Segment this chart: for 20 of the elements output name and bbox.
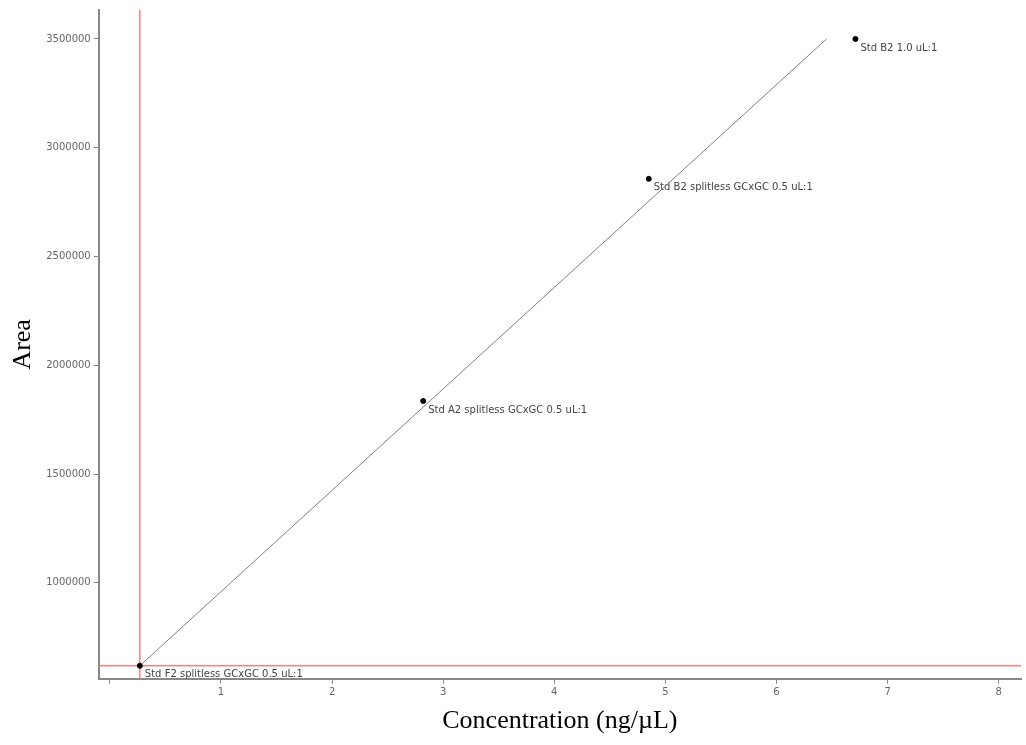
x-tick-label: 3: [440, 686, 447, 698]
x-tick-label: 2: [328, 686, 336, 698]
x-axis-title: Concentration (ng/µL): [442, 705, 678, 735]
x-tick-label: 6: [773, 686, 780, 698]
y-tick-label: 1500000: [46, 467, 91, 479]
y-tick-label: 3500000: [46, 32, 91, 44]
x-tick-label: 5: [662, 686, 669, 698]
x-tick-label: 4: [551, 686, 558, 698]
annotation: Std B2 splitless GCxGC 0.5 uL:1: [653, 181, 813, 193]
x-tick-label: 8: [995, 686, 1002, 698]
annotation: Std B2 1.0 uL:1: [860, 41, 938, 53]
annotation: Std A2 splitless GCxGC 0.5 uL:1: [428, 403, 588, 415]
x-tick-label: 1: [217, 686, 225, 698]
x-tick-label: 7: [884, 686, 891, 698]
y-tick-label: 2000000: [46, 358, 91, 370]
annotation: Std F2 splitless GCxGC 0.5 uL:1: [144, 668, 303, 680]
y-tick-label: 3000000: [46, 141, 91, 153]
y-tick-label: 1000000: [46, 576, 91, 588]
y-axis-title: Area: [7, 318, 37, 370]
y-tick-label: 2500000: [46, 250, 91, 262]
